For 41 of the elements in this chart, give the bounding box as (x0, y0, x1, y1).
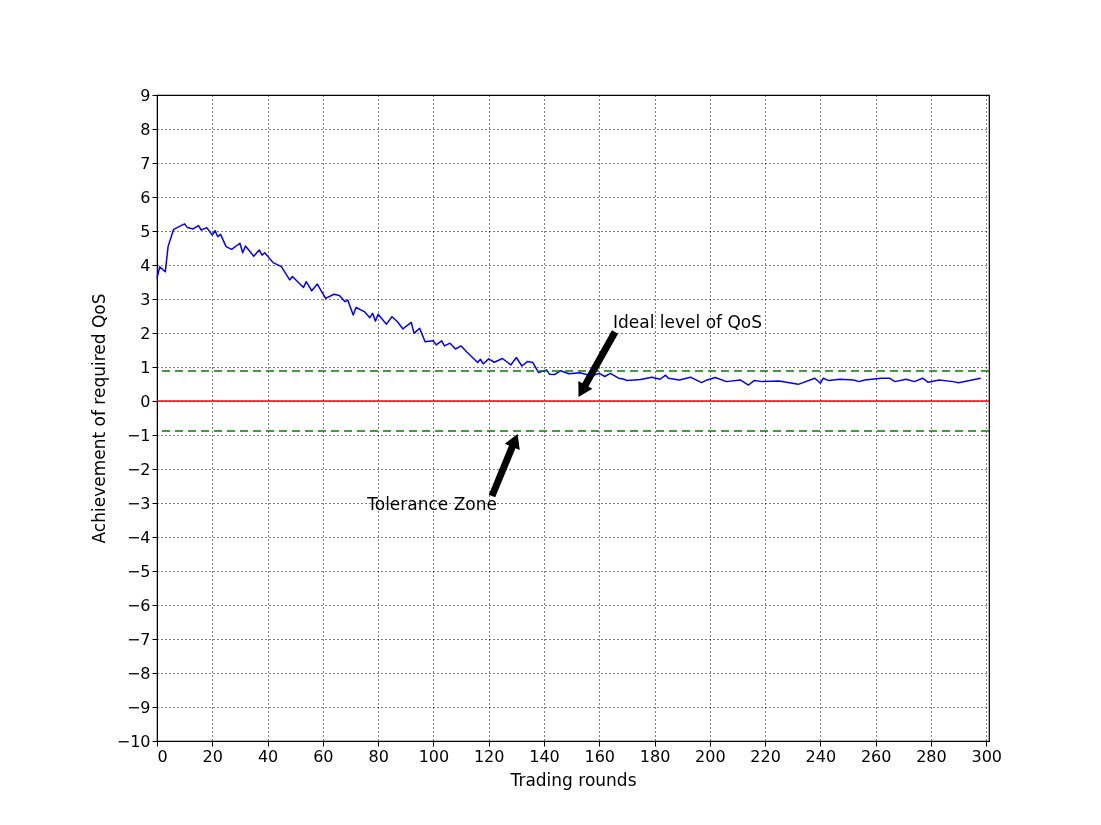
y-tick-label: 0 (140, 391, 151, 411)
y-tick-label: 2 (140, 323, 151, 343)
y-tick-label: 8 (140, 119, 151, 139)
x-tick-label: 180 (639, 746, 671, 766)
line-series (156, 223, 982, 386)
y-tick-label: −3 (126, 493, 151, 513)
x-tick-label: 160 (584, 746, 616, 766)
y-tick-label: 1 (140, 357, 151, 377)
x-tick-label: 80 (368, 746, 389, 766)
x-tick-label: 260 (860, 746, 892, 766)
x-tick-label: 40 (257, 746, 279, 766)
y-tick-label: −7 (126, 629, 151, 649)
y-tick-label: −1 (126, 425, 151, 445)
x-tick-label: 0 (157, 746, 168, 766)
annotation: Tolerance Zone (366, 494, 497, 514)
x-tick-label: 200 (695, 746, 726, 766)
y-tick-label: −6 (126, 595, 151, 615)
y-tick-label: 5 (140, 221, 151, 241)
y-tick-label: 9 (140, 85, 151, 105)
y-tick-label: 7 (140, 153, 151, 173)
y-tick-label: −5 (126, 561, 151, 581)
y-tick-label: −10 (116, 731, 151, 751)
x-tick-label: 140 (529, 746, 560, 766)
y-axis-title: Achievement of required QoS (88, 293, 109, 544)
x-tick-label: 280 (916, 746, 947, 766)
x-tick-label: 20 (202, 746, 223, 766)
y-tick-label: −9 (126, 697, 151, 717)
y-tick-label: −2 (126, 459, 151, 479)
x-tick-label: 220 (750, 746, 781, 766)
x-tick-label: 100 (418, 746, 450, 766)
y-tick-label: −4 (126, 527, 151, 547)
x-tick-label: 240 (805, 746, 837, 766)
y-tick-label: 3 (140, 289, 151, 309)
y-tick-label: 4 (140, 255, 151, 275)
x-tick-label: 300 (971, 746, 1003, 766)
annotation: Ideal level of QoS (613, 312, 762, 332)
y-tick-label: 6 (140, 187, 151, 207)
x-tick-label: 120 (473, 746, 505, 766)
x-axis-title: Trading rounds (509, 769, 637, 790)
x-tick-label: 60 (313, 746, 334, 766)
y-tick-label: −8 (126, 663, 151, 683)
